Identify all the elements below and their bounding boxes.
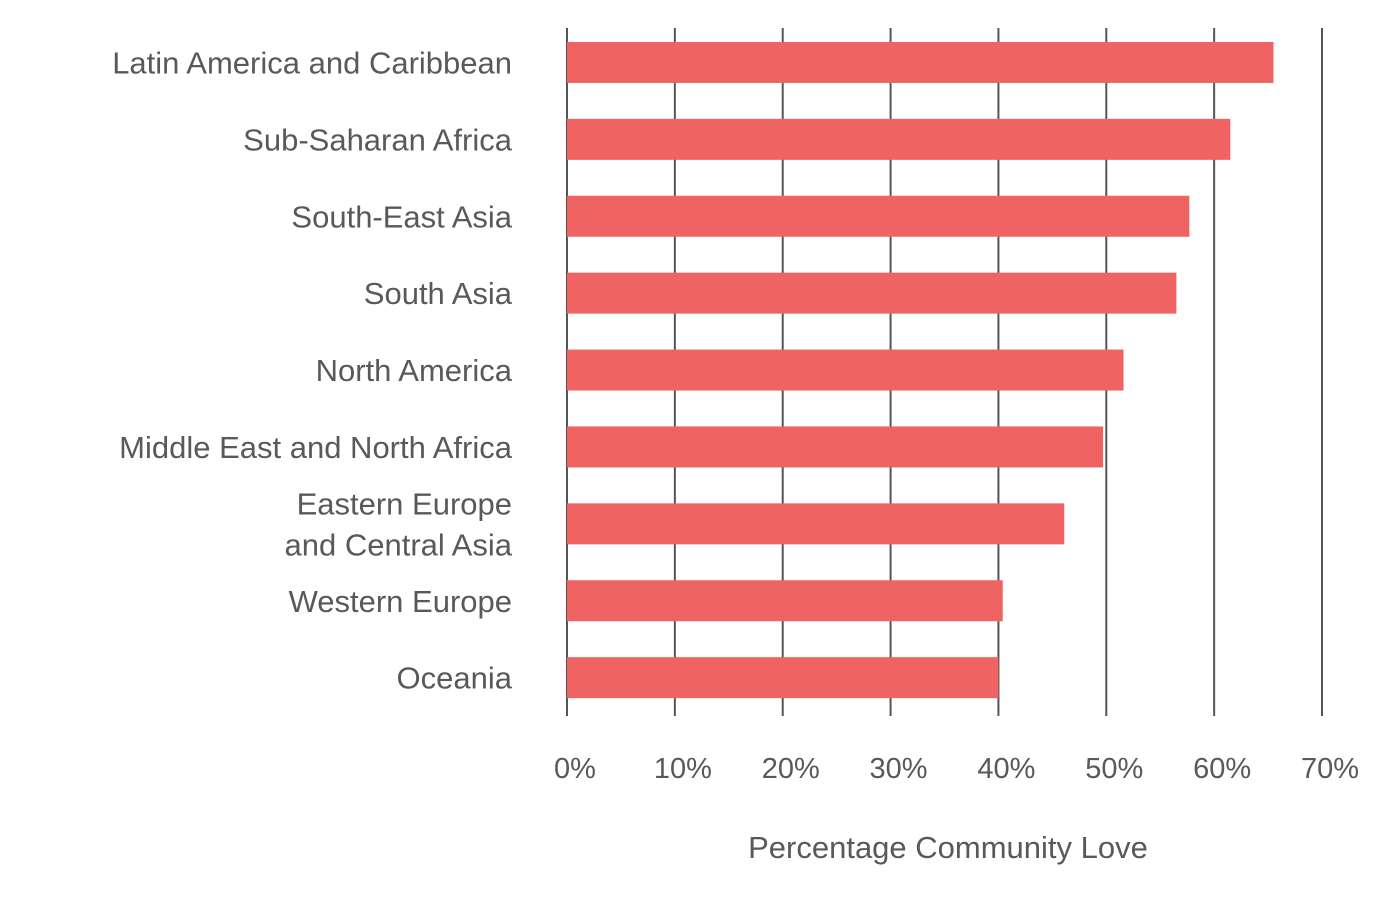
- bars: [567, 41, 1274, 699]
- x-tick-label: 50%: [1085, 753, 1143, 785]
- x-tick-label: 20%: [762, 753, 820, 785]
- x-axis-title: Percentage Community Love: [748, 830, 1148, 865]
- category-label: Latin America and Caribbean: [112, 45, 512, 80]
- x-tick-label: 10%: [654, 753, 712, 785]
- category-label: North America: [316, 353, 513, 388]
- bar: [567, 272, 1177, 314]
- category-label: Oceania: [397, 661, 513, 696]
- bar: [567, 657, 999, 699]
- category-label-line: Latin America and Caribbean: [112, 45, 512, 80]
- bar: [567, 118, 1231, 160]
- category-label-line: North America: [316, 353, 513, 388]
- category-label-line: Sub-Saharan Africa: [243, 122, 513, 157]
- bar: [567, 503, 1065, 545]
- x-tick-label: 70%: [1301, 753, 1359, 785]
- bar: [567, 580, 1003, 622]
- category-label: Sub-Saharan Africa: [243, 122, 513, 157]
- category-label-line: Oceania: [397, 661, 513, 696]
- category-label: South Asia: [364, 276, 513, 311]
- bar: [567, 426, 1104, 468]
- x-tick-label: 30%: [870, 753, 928, 785]
- x-tick-label: 60%: [1193, 753, 1251, 785]
- bar: [567, 41, 1274, 83]
- category-label-line: and Central Asia: [285, 527, 513, 562]
- category-label-line: Western Europe: [289, 584, 512, 619]
- category-label: Eastern Europe and Central Asia: [285, 486, 513, 562]
- x-tick-label: 40%: [977, 753, 1035, 785]
- category-label-line: South Asia: [364, 276, 513, 311]
- category-label: Western Europe: [289, 584, 512, 619]
- bar: [567, 195, 1190, 237]
- bar: [567, 349, 1124, 391]
- category-label-line: Middle East and North Africa: [119, 430, 513, 465]
- x-tick-labels: 0% 10% 20% 30% 40% 50% 60% 70%: [554, 753, 1359, 785]
- category-labels: Latin America and Caribbean Sub-Saharan A…: [112, 45, 513, 695]
- category-label-line: South-East Asia: [291, 199, 512, 234]
- category-label-line: Eastern Europe: [297, 486, 512, 521]
- category-label: Middle East and North Africa: [119, 430, 513, 465]
- category-label: South-East Asia: [291, 199, 512, 234]
- x-tick-label: 0%: [554, 753, 596, 785]
